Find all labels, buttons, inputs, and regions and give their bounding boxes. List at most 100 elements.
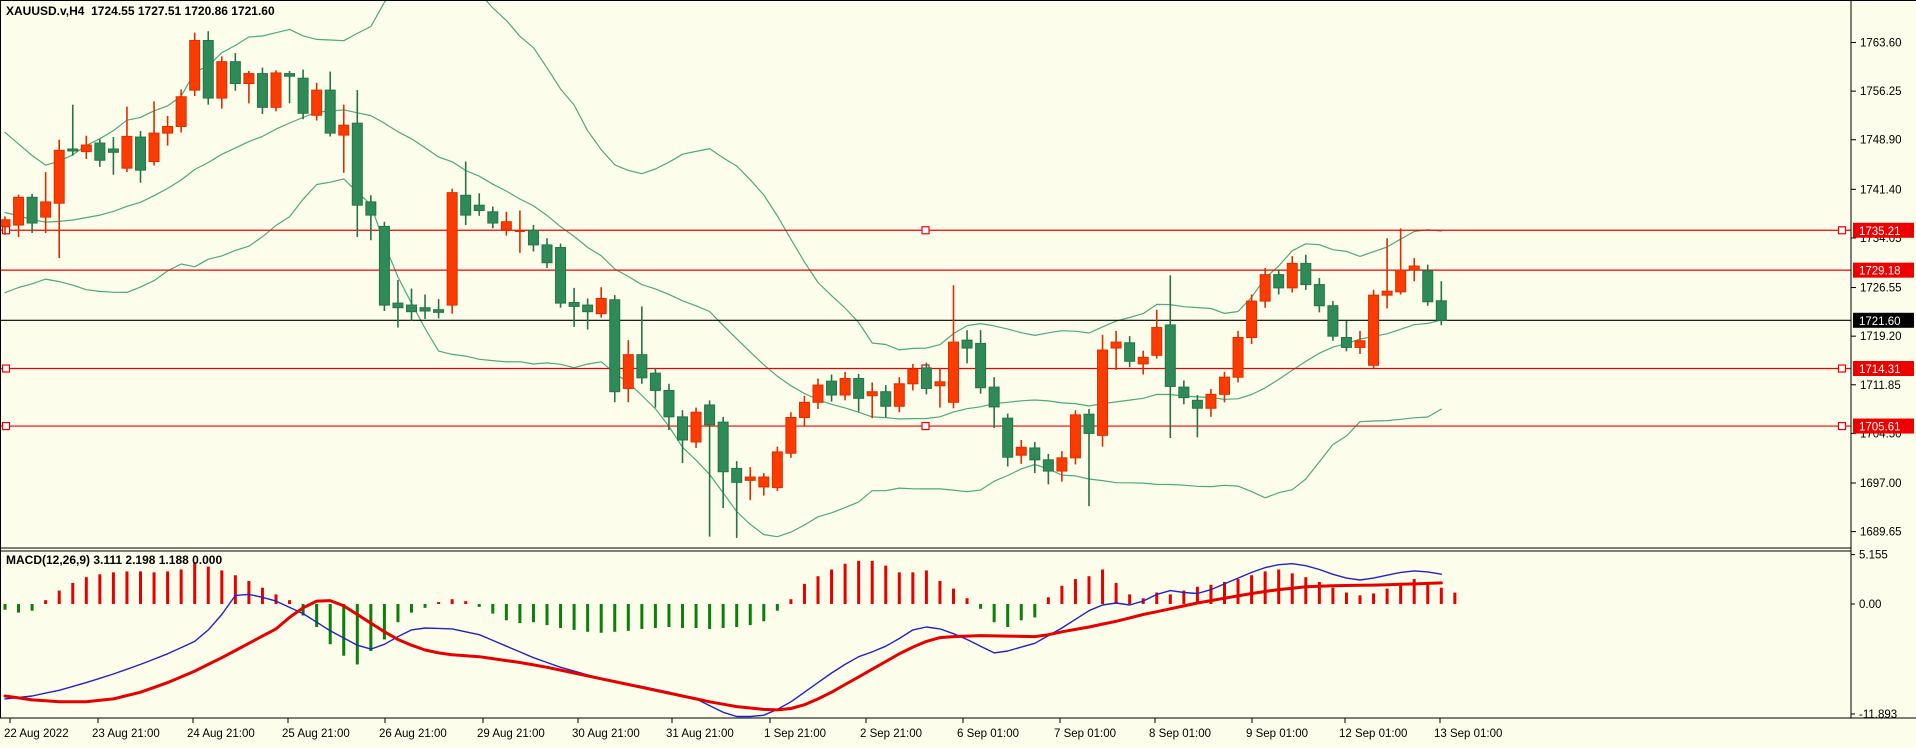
bull-candle-body — [500, 221, 512, 231]
bear-candle-body — [555, 247, 567, 304]
line-price-tag[interactable] — [1853, 222, 1914, 238]
macd-line — [4, 563, 1443, 718]
price-tick-label: 1763.60 — [1860, 38, 1902, 50]
time-tick-label: 6 Sep 01:00 — [957, 728, 1019, 740]
price-tag-text: 1735.21 — [1859, 226, 1901, 238]
bear-candle-body — [1083, 413, 1095, 434]
bull-candle-body — [1056, 457, 1068, 472]
bear-candle-body — [1435, 300, 1447, 321]
bear-candle-body — [324, 89, 336, 134]
hline-handle-center[interactable] — [921, 226, 930, 235]
bear-candle-body — [1042, 459, 1054, 472]
price-tick-label: 1756.25 — [1860, 86, 1902, 98]
bull-candle-body — [866, 391, 878, 397]
line-price-tag[interactable] — [1853, 361, 1914, 377]
bear-candle-body — [135, 136, 146, 171]
hline-handle-left[interactable] — [1, 226, 11, 235]
bid-price-tag[interactable] — [1853, 312, 1914, 328]
bull-candle-body — [893, 383, 905, 407]
bear-candle-body — [487, 211, 499, 224]
bear-candle-body — [67, 148, 79, 152]
time-tick-label: 29 Aug 21:00 — [477, 728, 545, 740]
bull-candle-body — [934, 381, 946, 387]
bull-candle-body — [907, 368, 919, 385]
bull-candle-body — [13, 196, 25, 226]
time-tick-label: 26 Aug 21:00 — [379, 728, 447, 740]
bear-candle-body — [1002, 417, 1014, 458]
time-tick-label: 22 Aug 2022 — [4, 728, 69, 740]
bear-candle-body — [636, 354, 648, 379]
bear-candle-body — [202, 40, 214, 99]
bear-candle-body — [853, 377, 865, 399]
hline-handle-center[interactable] — [921, 421, 930, 431]
bull-candle-body — [1219, 376, 1230, 395]
bull-candle-body — [744, 476, 756, 481]
symbol-title: XAUUSD.v,H4 1724.55 1727.51 1720.86 1721… — [6, 4, 275, 18]
bear-candle-body — [460, 194, 472, 216]
bull-candle-body — [1395, 269, 1407, 293]
bear-candle-body — [433, 309, 445, 313]
bull-candle-body — [1286, 262, 1298, 289]
time-tick-label: 8 Sep 01:00 — [1149, 728, 1211, 740]
price-tick-label: 1726.55 — [1860, 283, 1902, 295]
bull-candle-body — [338, 124, 350, 136]
macd-signal-line — [3, 581, 1443, 712]
bull-candle-body — [243, 73, 255, 85]
hline-handle-left[interactable] — [1, 364, 11, 373]
bear-candle-body — [1029, 447, 1041, 461]
bear-candle-body — [975, 342, 987, 389]
bear-candle-body — [704, 404, 716, 426]
bear-candle-body — [392, 302, 404, 309]
bull-candle-body — [1151, 327, 1163, 356]
bear-candle-body — [1340, 336, 1352, 348]
price-tag-text: 1714.31 — [1859, 364, 1901, 376]
bear-candle-body — [1327, 305, 1339, 337]
bull-candle-body — [80, 144, 92, 153]
bear-candle-body — [1164, 324, 1176, 387]
bull-candle-body — [121, 135, 133, 169]
bear-candle-body — [568, 301, 580, 307]
bear-candle-body — [229, 61, 241, 85]
bull-candle-body — [690, 411, 702, 443]
bear-candle-body — [256, 73, 268, 108]
bear-candle-body — [351, 122, 363, 206]
bear-candle-body — [284, 73, 296, 77]
bull-candle-body — [812, 384, 824, 403]
price-tag-text: 1729.18 — [1859, 266, 1901, 278]
bull-candle-body — [1354, 340, 1366, 348]
hline-handle-left[interactable] — [1, 421, 11, 431]
bull-candle-body — [270, 72, 282, 108]
bull-candle-body — [53, 149, 65, 204]
bear-candle-body — [365, 201, 377, 216]
line-price-tag[interactable] — [1853, 262, 1914, 278]
bull-candle-body — [216, 61, 228, 99]
bear-candle-body — [527, 229, 539, 246]
bear-candle-body — [541, 244, 553, 264]
hline-handle-right[interactable] — [1837, 364, 1847, 373]
price-tick-label: 1719.20 — [1860, 331, 1902, 343]
bull-candle-body — [311, 89, 323, 116]
hline-handle-right[interactable] — [1837, 421, 1847, 431]
bull-candle-body — [1259, 274, 1271, 302]
macd-tick-label: -11.893 — [1859, 709, 1897, 721]
hline-handle-right[interactable] — [1837, 226, 1847, 235]
bear-candle-body — [1300, 262, 1312, 286]
bear-candle-body — [297, 77, 309, 114]
bull-candle-body — [1232, 336, 1244, 378]
bear-candle-body — [107, 148, 119, 153]
bull-candle-body — [1069, 414, 1081, 459]
price-tag-text: 1721.60 — [1859, 316, 1901, 328]
time-tick-label: 31 Aug 21:00 — [666, 728, 734, 740]
time-tick-label: 23 Aug 21:00 — [92, 728, 160, 740]
price-tag-text: 1705.61 — [1859, 422, 1901, 434]
bull-candle-body — [0, 219, 11, 227]
bear-candle-body — [1178, 386, 1190, 399]
line-price-tag[interactable] — [1853, 418, 1914, 434]
bull-candle-body — [785, 417, 797, 454]
price-tick-label: 1748.90 — [1860, 135, 1902, 147]
time-tick-label: 7 Sep 01:00 — [1054, 728, 1116, 740]
price-tick-label: 1689.65 — [1860, 527, 1902, 539]
bear-candle-body — [582, 304, 594, 313]
bear-candle-body — [419, 307, 431, 312]
bear-candle-body — [1191, 399, 1203, 409]
